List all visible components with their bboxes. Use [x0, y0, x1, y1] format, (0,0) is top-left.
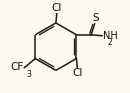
Text: Cl: Cl — [52, 3, 62, 13]
Text: S: S — [92, 13, 99, 23]
Text: 2: 2 — [108, 38, 112, 46]
Text: CF: CF — [10, 62, 23, 72]
Text: Cl: Cl — [72, 68, 83, 78]
Text: NH: NH — [103, 31, 118, 41]
Text: 3: 3 — [26, 70, 31, 79]
